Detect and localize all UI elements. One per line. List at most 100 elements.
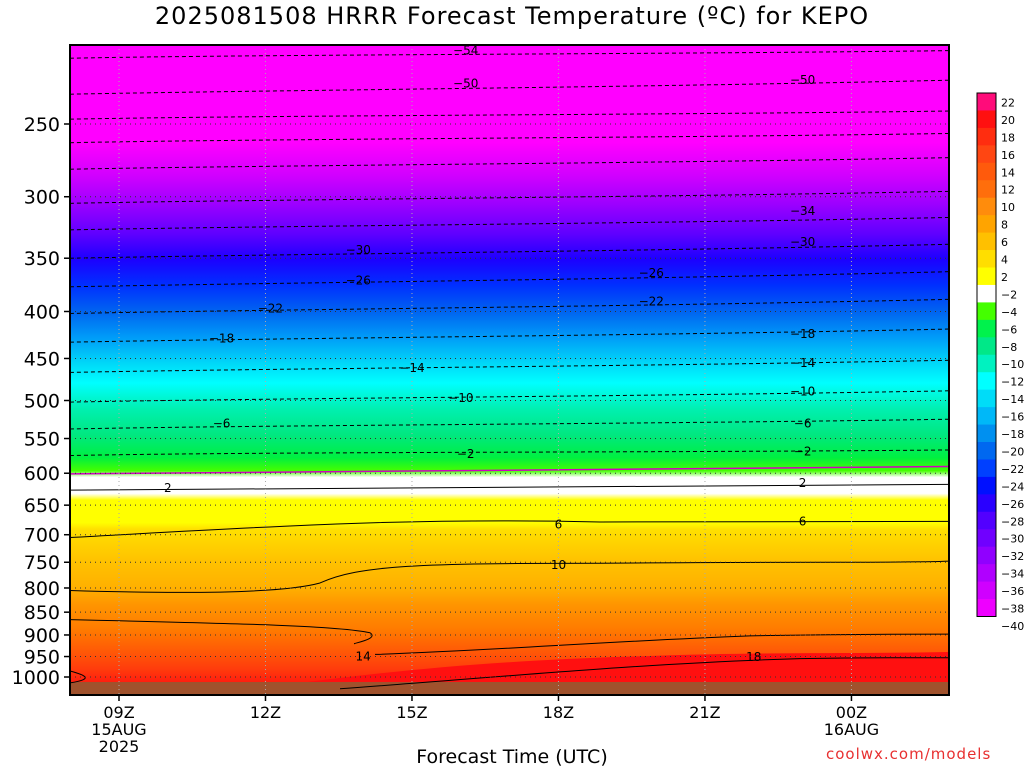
x-tick-label: 15Z (396, 703, 427, 722)
x-tick-label: 12Z (250, 703, 281, 722)
isotherm-dashed (70, 298, 949, 314)
colorbar-swatch (977, 529, 996, 548)
colorbar-swatch (977, 546, 996, 565)
isotherm-label: −18 (790, 327, 815, 341)
colorbar-swatch (977, 267, 996, 286)
colorbar-swatch (977, 145, 996, 164)
colorbar-swatch (977, 127, 996, 146)
isotherm-label: 10 (551, 558, 566, 572)
y-tick-label: 450 (24, 348, 60, 370)
isotherm-label: 2 (799, 476, 807, 490)
isotherm-label: −22 (639, 294, 664, 308)
colorbar-swatch (977, 180, 996, 199)
colorbar-label: 16 (1001, 149, 1015, 162)
y-tick-label: 350 (24, 248, 60, 270)
chart-title: 2025081508 HRRR Forecast Temperature (ºC… (154, 2, 870, 30)
x-tick-label: 00Z (836, 703, 867, 722)
isotherm-dashed (70, 190, 949, 204)
colorbar-label: 14 (1001, 166, 1015, 179)
isotherm-label: −14 (790, 356, 815, 370)
colorbar-label: −20 (1001, 445, 1024, 458)
isotherm-dashed (70, 390, 949, 403)
colorbar-swatch (977, 319, 996, 338)
isotherm-label: −54 (453, 44, 478, 58)
colorbar-label: −40 (1001, 620, 1024, 633)
colorbar-label: −6 (1001, 323, 1017, 336)
x-tick-label: 2025 (99, 737, 140, 756)
colorbar-label: −24 (1001, 480, 1024, 493)
y-tick-label: 250 (24, 114, 60, 136)
colorbar-swatch (977, 424, 996, 443)
colorbar-swatch (977, 354, 996, 373)
ground-strip (70, 682, 949, 695)
colorbar-swatch (977, 389, 996, 408)
isotherm-solid (70, 520, 949, 539)
y-axis: 2503003504004505005506006507007508008509… (12, 114, 70, 689)
isotherm-dashed (70, 243, 949, 259)
colorbar-swatch (977, 110, 996, 129)
isotherm-solid (70, 619, 373, 645)
colorbar-label: 8 (1001, 219, 1008, 232)
isotherm-dashed (70, 418, 949, 430)
y-tick-label: 550 (24, 429, 60, 451)
colorbar-swatch (977, 372, 996, 391)
colorbar-label: −30 (1001, 533, 1024, 546)
y-tick-label: 750 (24, 552, 60, 574)
colorbar-label: 20 (1001, 114, 1015, 127)
isotherm-solid (339, 657, 949, 690)
isotherm-label: −2 (794, 444, 812, 458)
isotherm-dashed (70, 79, 949, 95)
colorbar-label: −14 (1001, 393, 1024, 406)
colorbar-swatch (977, 284, 996, 303)
colorbar-swatch (977, 93, 996, 111)
colorbar-label: −26 (1001, 498, 1024, 511)
plot-frame (69, 44, 950, 696)
grid-lines (70, 45, 949, 695)
isotherm-dashed (70, 110, 949, 120)
x-tick-label: 09Z (103, 703, 134, 722)
colorbar-swatch (977, 250, 996, 268)
isotherm-dashed (70, 271, 949, 288)
isotherm-label: 14 (356, 650, 371, 664)
colorbar-swatch (977, 564, 996, 582)
y-tick-label: 800 (24, 578, 60, 600)
isotherm-label: −6 (213, 417, 231, 431)
isotherm-label: −30 (790, 235, 815, 249)
colorbar: 22 20 18 16 14 12 10 8 6 4 2 −2 −4 −6 −8 −10 −12 −14 −16 −1… (976, 92, 1024, 633)
colorbar-label: 12 (1001, 184, 1015, 197)
y-tick-label: 850 (24, 602, 60, 624)
colorbar-swatch (977, 476, 996, 495)
colorbar-label: −4 (1001, 306, 1017, 319)
isotherm-label: 6 (799, 514, 807, 528)
colorbar-label: −28 (1001, 515, 1024, 528)
y-tick-label: 950 (24, 647, 60, 669)
isotherm-dashed (70, 216, 949, 231)
colorbar-label: −38 (1001, 603, 1024, 616)
isotherm-dashed (70, 50, 949, 59)
colorbar-swatch (977, 215, 996, 233)
y-tick-label: 300 (24, 187, 60, 209)
colorbar-label: −12 (1001, 376, 1024, 389)
temperature-fill (70, 45, 949, 695)
colorbar-swatch (977, 459, 996, 478)
colorbar-label: −34 (1001, 568, 1024, 581)
y-tick-label: 600 (24, 463, 60, 485)
colorbar-swatch (977, 407, 996, 425)
colorbar-swatch (977, 442, 996, 460)
colorbar-label: −16 (1001, 411, 1024, 424)
isotherm-label: −50 (790, 73, 815, 87)
x-tick-label: 16AUG (824, 720, 879, 739)
colorbar-swatch (977, 197, 996, 216)
isotherm-label: 18 (746, 650, 761, 664)
isotherm-dashed (70, 328, 949, 343)
x-axis-title: Forecast Time (UTC) (416, 746, 608, 768)
isotherm-label: −2 (457, 447, 475, 461)
x-tick-label: 15AUG (91, 720, 146, 739)
isotherm-label: −14 (399, 361, 424, 375)
x-tick-label: 21Z (689, 703, 720, 722)
isotherm-dashed (70, 359, 949, 373)
colorbar-swatch (977, 232, 996, 251)
isotherm-label: −26 (346, 273, 371, 287)
